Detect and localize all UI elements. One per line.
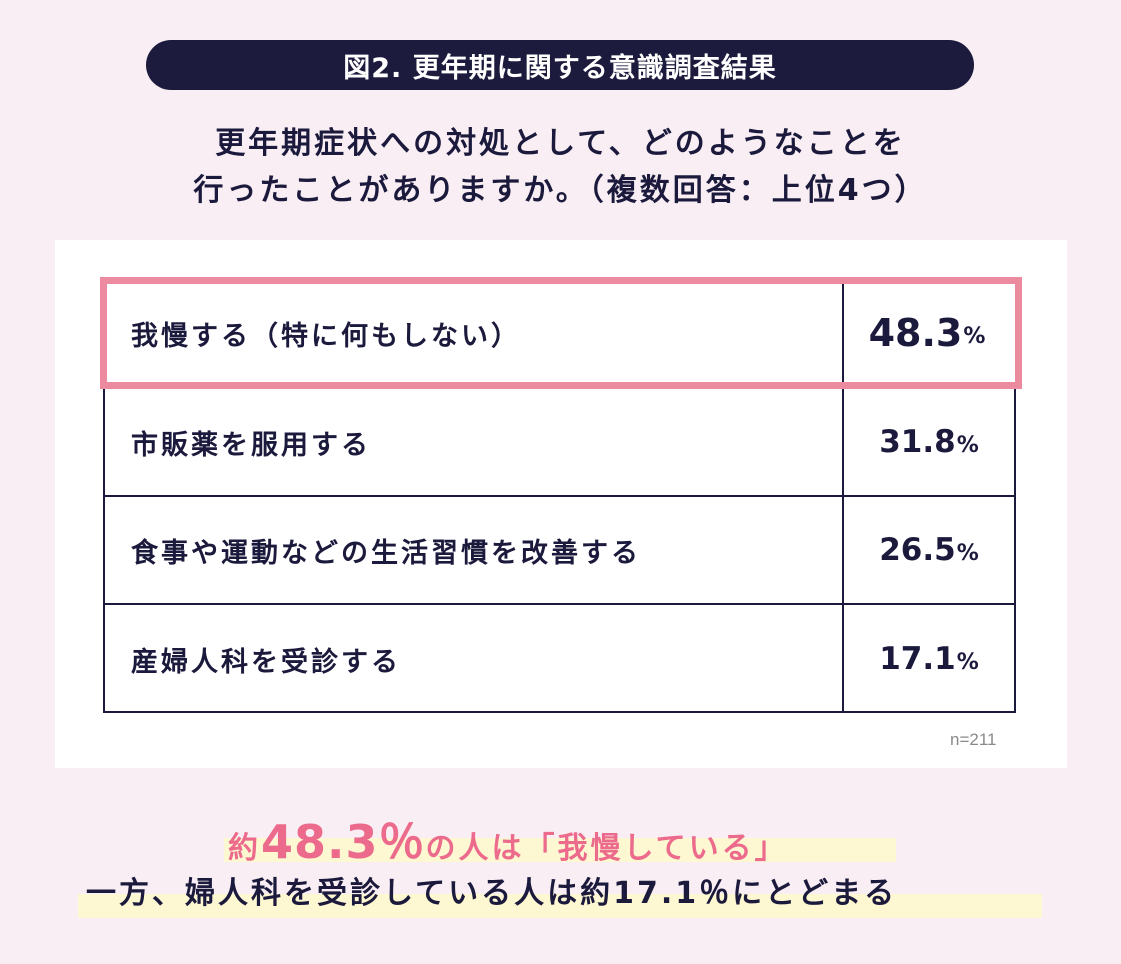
conclusion-prefix: 約 xyxy=(228,831,261,866)
row-value-unit: % xyxy=(956,649,979,675)
row-label: 産婦人科を受診する xyxy=(131,646,401,678)
marker-highlight xyxy=(224,838,896,862)
row-label: 市販薬を服用する xyxy=(131,429,371,461)
question-line-2: 行ったことがありますか。（複数回答：上位4つ） xyxy=(193,173,928,208)
figure-title-text: 図2. 更年期に関する意識調査結果 xyxy=(343,52,777,84)
row-value-number: 17.1 xyxy=(879,641,956,677)
row-divider xyxy=(103,603,1016,605)
conclusion-suffix: の人は「我慢している」 xyxy=(425,831,788,866)
question-line-1: 更年期症状への対処として、どのようなことを xyxy=(215,126,906,161)
highlighted-row-frame xyxy=(100,277,1022,389)
conclusion-line-2: 一方、婦人科を受診している人は約17.1％にとどまる xyxy=(86,876,898,911)
highlight-column-divider xyxy=(842,284,844,382)
row-value-unit: % xyxy=(956,540,979,566)
row-value: 26.5% xyxy=(842,497,1016,603)
conclusion-value: 48.3％ xyxy=(261,815,426,869)
column-divider xyxy=(842,280,844,713)
row-value-unit: % xyxy=(963,323,986,349)
table-row: 食事や運動などの生活習慣を改善する 26.5% xyxy=(103,497,1016,603)
table-row: 市販薬を服用する 31.8% xyxy=(103,389,1016,495)
row-label: 我慢する（特に何もしない） xyxy=(131,320,521,352)
row-value-number: 26.5 xyxy=(879,532,956,568)
row-divider xyxy=(103,495,1016,497)
row-value: 48.3% xyxy=(838,284,1016,382)
table-row: 我慢する（特に何もしない） 48.3% xyxy=(103,284,1016,382)
row-value: 17.1% xyxy=(842,605,1016,713)
figure-title: 図2. 更年期に関する意識調査結果 xyxy=(146,40,974,90)
sample-size-label: n=211 xyxy=(950,730,997,749)
row-value: 31.8% xyxy=(842,389,1016,495)
row-value-unit: % xyxy=(956,432,979,458)
row-label: 食事や運動などの生活習慣を改善する xyxy=(131,537,641,569)
table-row: 産婦人科を受診する 17.1% xyxy=(103,605,1016,713)
row-value-number: 48.3 xyxy=(868,311,963,355)
row-value-number: 31.8 xyxy=(879,424,956,460)
conclusion-line-1: 約 48.3％ の人は「我慢している」 xyxy=(228,806,788,872)
marker-highlight xyxy=(78,894,1042,918)
